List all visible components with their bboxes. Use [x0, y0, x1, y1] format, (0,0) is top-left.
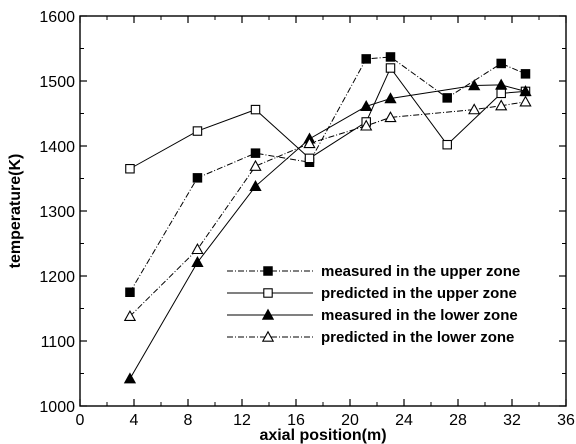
data-point — [123, 309, 137, 322]
data-point — [303, 137, 316, 149]
plot-frame — [79, 15, 567, 407]
data-point — [250, 104, 261, 115]
data-point — [125, 287, 135, 297]
data-point — [125, 164, 135, 174]
data-point — [496, 58, 506, 69]
x-tick-label: 16 — [287, 412, 305, 429]
data-point — [384, 92, 397, 104]
y-tick-label: 1600 — [39, 9, 75, 26]
y-tick-label: 1400 — [39, 139, 75, 156]
data-point — [123, 372, 137, 384]
data-point — [304, 153, 315, 164]
y-tick-label: 1200 — [39, 269, 75, 286]
legend-marker — [263, 266, 273, 276]
series-group — [123, 78, 532, 384]
data-point — [495, 99, 508, 111]
data-point — [192, 173, 203, 183]
data-point — [360, 100, 373, 112]
x-tick-label: 20 — [341, 412, 359, 429]
series-line — [129, 67, 526, 170]
legend-label: predicted in the upper zone — [321, 285, 517, 302]
y-tick-label: 1300 — [39, 204, 75, 221]
y-tick-label: 1100 — [41, 334, 76, 351]
data-point — [360, 119, 373, 131]
x-tick-label: 4 — [130, 412, 139, 429]
data-point — [250, 148, 261, 158]
data-point — [519, 95, 532, 107]
data-point — [249, 179, 262, 192]
x-tick-label: 24 — [395, 412, 413, 429]
series-group — [123, 95, 532, 322]
data-point — [191, 243, 204, 255]
y-tick-label: 1500 — [39, 74, 75, 91]
x-tick-label: 32 — [503, 412, 521, 429]
legend-marker — [261, 330, 275, 342]
series-layer — [123, 52, 532, 384]
legend-marker — [263, 288, 273, 298]
data-point — [385, 52, 396, 62]
data-point — [384, 111, 397, 123]
series-line — [129, 101, 526, 317]
series-line — [129, 56, 526, 293]
data-point — [249, 159, 262, 171]
legend-label: measured in the upper zone — [321, 263, 520, 280]
data-point — [442, 139, 452, 150]
x-tick-label: 12 — [233, 412, 251, 429]
x-tick-label: 8 — [184, 412, 193, 429]
legend-label: measured in the lower zone — [321, 307, 518, 324]
x-tick-label: 0 — [76, 412, 85, 429]
legend: measured in the upper zone predicted in t… — [227, 263, 520, 346]
y-axis-label: temperature(K) — [7, 154, 24, 269]
data-point — [496, 88, 506, 99]
data-point — [520, 69, 531, 79]
data-point — [361, 54, 371, 64]
data-point — [468, 103, 481, 115]
data-point — [468, 79, 481, 91]
x-tick-label: 28 — [449, 412, 467, 429]
legend-marker — [261, 308, 275, 320]
series-group — [125, 63, 531, 174]
x-axis-label: axial position(m) — [259, 427, 386, 444]
data-point — [442, 93, 452, 103]
axis-ticks: 0 4 8 12 16 20 24 28 32 36 1000 1100 1200 1300 1400 150… — [39, 9, 575, 429]
y-tick-label: 1000 — [39, 399, 75, 416]
data-point — [191, 256, 204, 268]
data-point — [495, 78, 508, 90]
data-point — [192, 126, 203, 136]
x-tick-label: 36 — [557, 412, 575, 429]
legend-label: predicted in the lower zone — [321, 329, 514, 346]
data-point — [385, 63, 396, 73]
